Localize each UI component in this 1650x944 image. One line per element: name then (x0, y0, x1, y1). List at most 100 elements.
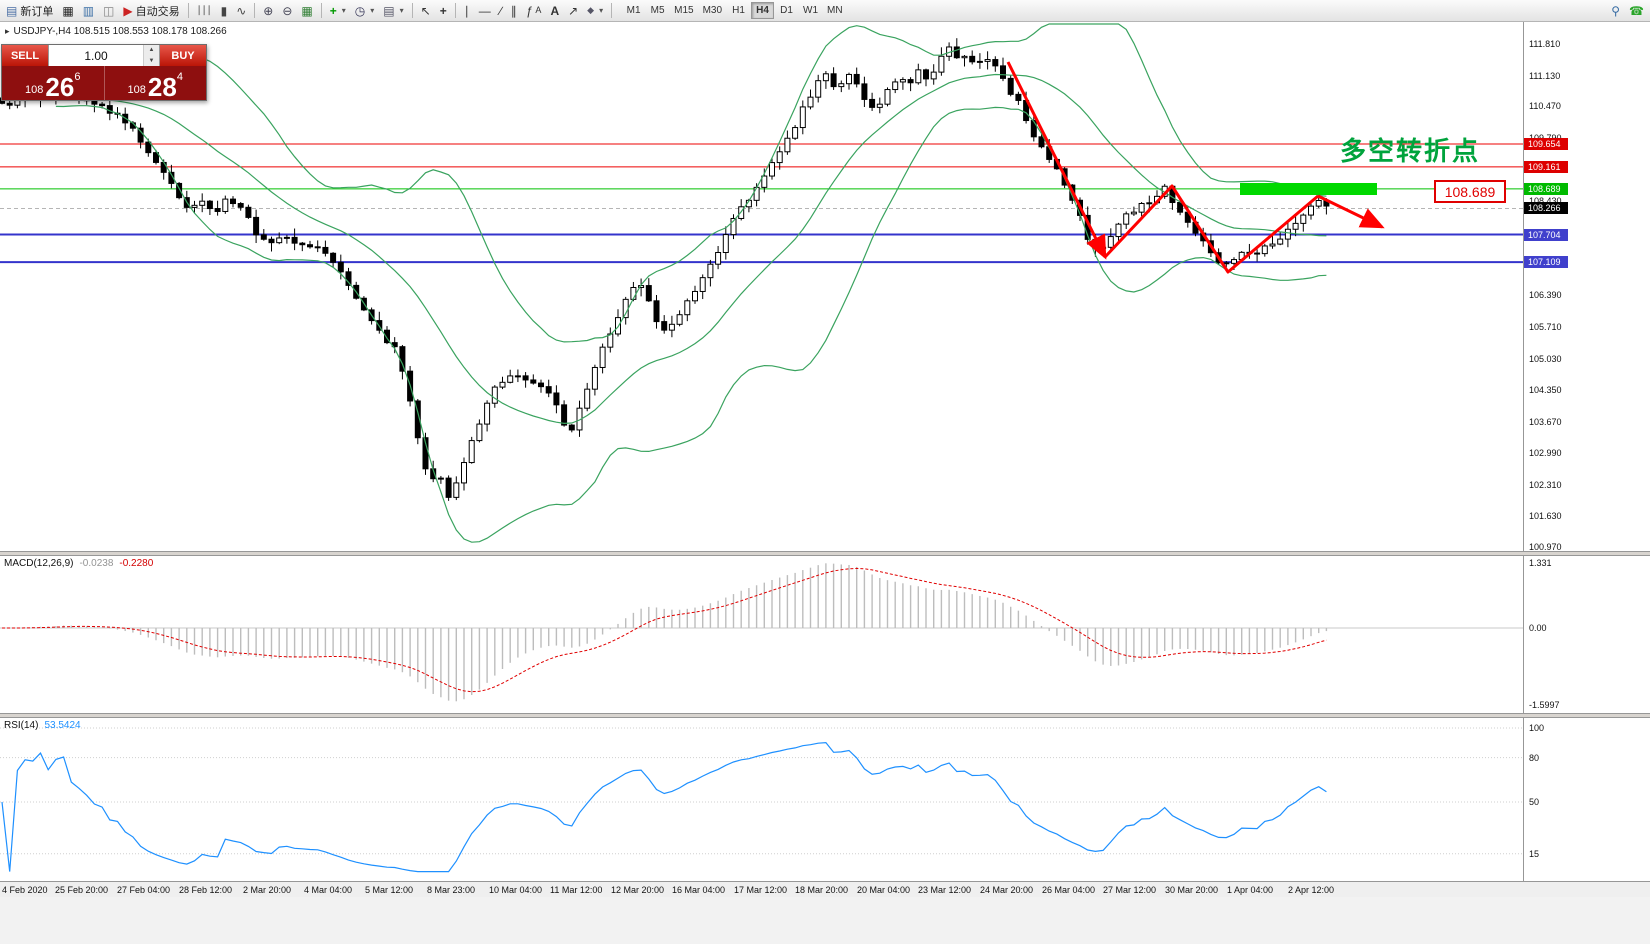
fibonacci-icon: ƒ (525, 3, 533, 18)
indicators-button[interactable]: + (326, 2, 350, 20)
toolbar-separator (254, 3, 256, 18)
new-order-icon: ▤ (6, 3, 18, 18)
templates-button[interactable]: ▤ (379, 2, 407, 20)
bar-chart-button[interactable]: ∣∣∣ (193, 2, 216, 20)
timeframe-h4[interactable]: H4 (751, 2, 775, 19)
macd-signal-value: -0.2280 (119, 558, 154, 569)
vertical-line-icon: ∣ (463, 3, 470, 18)
crosshair-button[interactable]: + (436, 2, 451, 20)
crosshair-icon: + (439, 3, 447, 18)
time-label: 4 Mar 04:00 (304, 885, 353, 895)
periods-button[interactable]: ◷ (351, 2, 379, 20)
toolbar-separator (411, 3, 413, 18)
trendline-button[interactable]: ∕ (496, 2, 506, 20)
price-line-badge: 109.654 (1524, 138, 1568, 151)
time-label: 23 Mar 12:00 (918, 885, 972, 895)
data-window-icon: ◫ (103, 3, 115, 18)
buy-price[interactable]: 108 28 4 (103, 66, 207, 102)
channel-icon: ∥ (510, 3, 517, 18)
charts-profile-button[interactable]: ▦ (58, 2, 77, 20)
price-line-badge: 107.704 (1524, 228, 1568, 241)
price-line-badge: 108.266 (1524, 202, 1568, 215)
buy-price-base: 108 (127, 84, 146, 96)
trendline-icon: ∕ (499, 3, 502, 18)
chat-icon: ☎ (1629, 3, 1644, 18)
market-watch-button[interactable]: ▥ (79, 2, 98, 20)
volume-up-button[interactable]: ▲ (144, 45, 159, 56)
price-level-label[interactable]: 108.689 (1434, 180, 1506, 203)
fibonacci-e-icon: A (535, 5, 542, 15)
price-tick: 109.790 (1529, 133, 1562, 143)
rsi-value: 53.5424 (44, 720, 81, 731)
macd-name: MACD(12,26,9) (4, 558, 74, 569)
timeframe-m1[interactable]: M1 (622, 2, 645, 19)
timeframe-h1[interactable]: H1 (727, 2, 750, 19)
chart-title: ▸ USDJPY-,H4 108.515 108.553 108.178 108… (5, 26, 227, 37)
search-button[interactable]: ⚲ (1607, 2, 1624, 20)
panel-divider[interactable] (0, 551, 1650, 556)
buy-price-big: 28 (147, 72, 177, 102)
horizontal-line-icon: — (478, 3, 491, 18)
time-label: 1 Apr 04:00 (1227, 885, 1274, 895)
templates-icon: ▤ (383, 3, 395, 18)
cursor-button[interactable]: ↖ (417, 2, 435, 20)
price-tick: 110.470 (1529, 101, 1561, 112)
candlestick-chart-button[interactable]: ▮ (217, 2, 232, 20)
time-axis[interactable]: 4 Feb 2020 25 Feb 20:00 27 Feb 04:00 28 Feb… (0, 881, 1650, 897)
horizontal-line-button[interactable]: — (475, 2, 495, 20)
time-label: 24 Mar 20:00 (980, 885, 1034, 895)
timeframe-m15[interactable]: M15 (670, 2, 697, 19)
panel-divider[interactable] (0, 713, 1650, 718)
price-tick: 106.390 (1529, 290, 1562, 301)
sell-price-sup: 6 (74, 71, 81, 83)
shapes-button[interactable]: ◆ (583, 2, 607, 20)
zoom-in-icon: ⊕ (263, 3, 274, 18)
price-scale[interactable]: 111.810 111.130 110.470 109.790 108.430 106.3… (1523, 22, 1650, 881)
tile-windows-icon: ▦ (301, 3, 313, 18)
text-tool-icon: A (550, 3, 560, 18)
timeframe-mn[interactable]: MN (823, 2, 847, 19)
chart-title-text: USDJPY-,H4 108.515 108.553 108.178 108.2… (13, 26, 227, 37)
rsi-name: RSI(14) (4, 720, 39, 731)
volume-input[interactable] (49, 45, 143, 66)
price-tick: 101.630 (1529, 511, 1562, 522)
macd-indicator-label: MACD(12,26,9) -0.0238 -0.2280 (4, 558, 153, 569)
chat-button[interactable]: ☎ (1625, 2, 1648, 20)
arrows-tool-button[interactable]: ↗ (564, 2, 582, 20)
bottom-filler (0, 897, 1650, 944)
buy-button[interactable]: BUY (160, 45, 206, 66)
volume-down-button[interactable]: ▼ (144, 55, 159, 66)
data-window-button[interactable]: ◫ (99, 2, 118, 20)
line-chart-button[interactable]: ∿ (232, 2, 250, 20)
turning-point-annotation[interactable]: 多空转折点 (1340, 136, 1481, 166)
vertical-line-button[interactable]: ∣ (460, 2, 474, 20)
autotrading-icon: ▶ (123, 3, 133, 18)
autotrading-label: 自动交易 (135, 5, 180, 18)
text-tool-button[interactable]: A (546, 2, 563, 20)
time-label: 12 Mar 20:00 (611, 885, 665, 895)
time-label: 8 Mar 23:00 (427, 885, 476, 895)
zoom-out-button[interactable]: ⊖ (278, 2, 296, 20)
new-order-button[interactable]: ▤ 新订单 (2, 2, 57, 20)
time-label: 17 Mar 12:00 (734, 885, 788, 895)
periods-icon: ◷ (354, 3, 366, 18)
time-label: 20 Mar 04:00 (857, 885, 911, 895)
rsi-scale-tick: 100 (1529, 723, 1545, 733)
timeframe-m30[interactable]: M30 (699, 2, 726, 19)
tile-windows-button[interactable]: ▦ (297, 2, 316, 20)
autotrading-button[interactable]: ▶ 自动交易 (119, 2, 183, 20)
time-label: 4 Feb 2020 (2, 885, 48, 895)
channel-button[interactable]: ∥ (507, 2, 521, 20)
sell-price[interactable]: 108 26 6 (2, 66, 104, 100)
rsi-indicator-label: RSI(14) 53.5424 (4, 720, 81, 731)
sell-price-big: 26 (45, 72, 75, 102)
fibonacci-button[interactable]: ƒ A (522, 2, 546, 20)
timeframe-d1[interactable]: D1 (775, 2, 798, 19)
sell-button[interactable]: SELL (2, 45, 48, 66)
chart-expand-icon: ▸ (5, 26, 10, 36)
timeframe-w1[interactable]: W1 (799, 2, 822, 19)
new-order-label: 新订单 (20, 5, 54, 18)
time-label: 2 Apr 12:00 (1288, 885, 1335, 895)
timeframe-m5[interactable]: M5 (646, 2, 669, 19)
zoom-in-button[interactable]: ⊕ (259, 2, 277, 20)
